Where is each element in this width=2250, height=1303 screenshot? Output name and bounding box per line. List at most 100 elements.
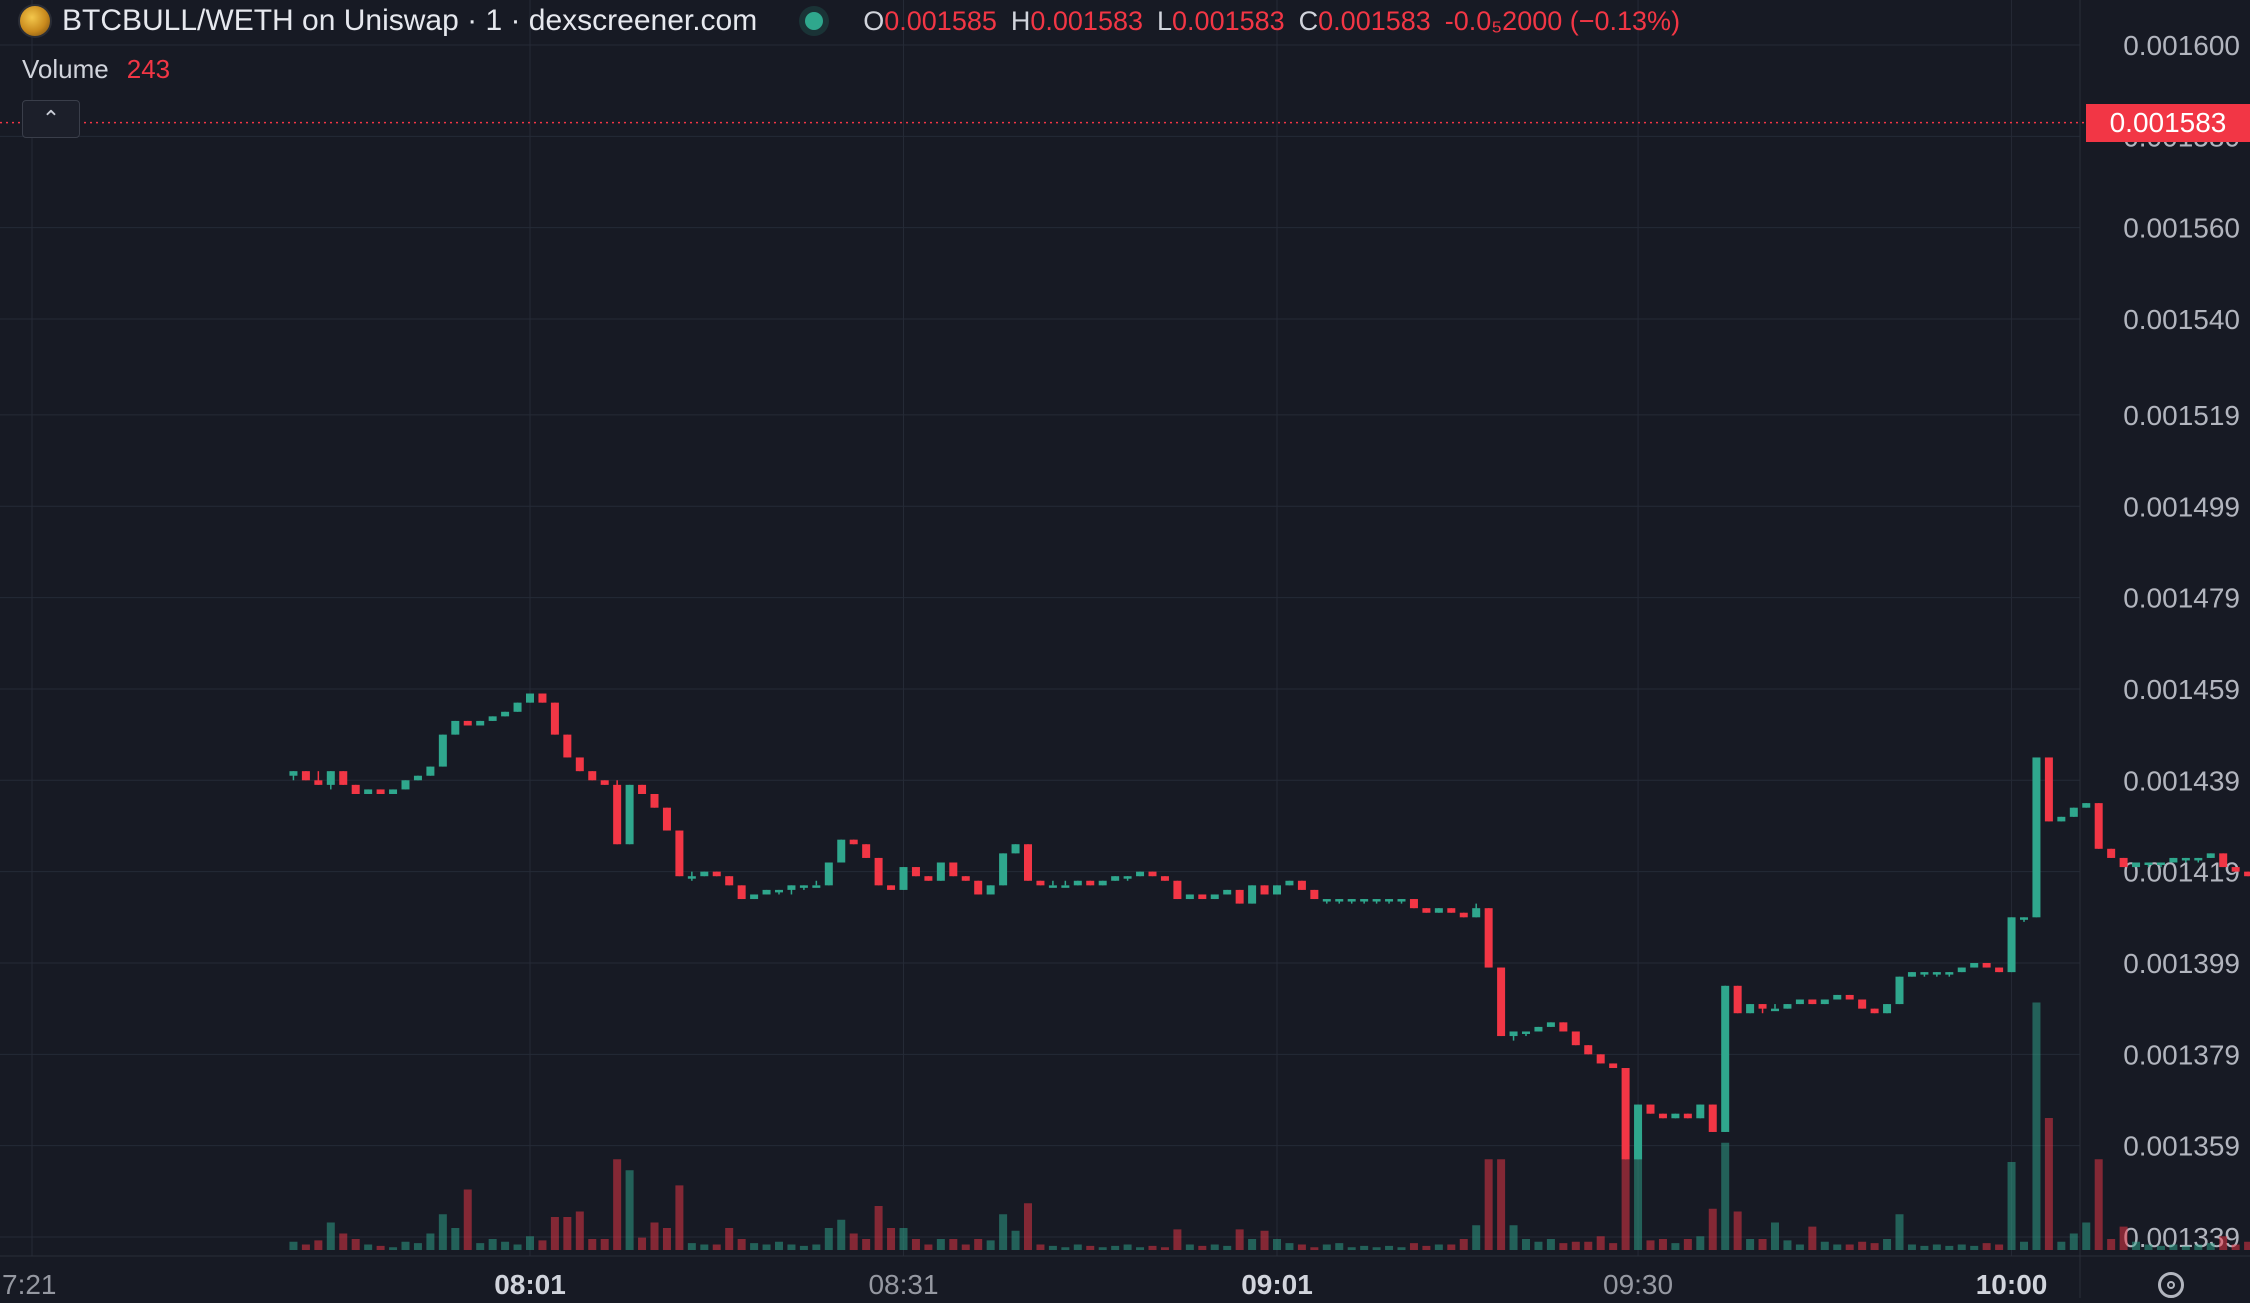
- ohlc-open-value: 0.001585: [884, 5, 997, 36]
- volume-bar: [625, 1170, 634, 1250]
- volume-bar: [1036, 1244, 1045, 1250]
- candle-body: [862, 844, 871, 858]
- candle-body: [1658, 1113, 1667, 1119]
- candle-body: [1136, 871, 1145, 877]
- candle-body: [1073, 880, 1082, 886]
- live-dot-icon: [805, 12, 824, 30]
- volume-bar: [1920, 1245, 1929, 1250]
- candle-body: [2181, 857, 2190, 861]
- candle-body: [737, 885, 746, 900]
- volume-bar: [1098, 1247, 1107, 1250]
- candle-body: [1048, 885, 1057, 888]
- volume-bar: [1733, 1211, 1742, 1250]
- volume-bar: [501, 1241, 510, 1250]
- candle-body: [2132, 862, 2141, 868]
- volume-bar: [1758, 1239, 1767, 1250]
- candle-body: [2107, 848, 2116, 858]
- volume-bar: [1148, 1245, 1157, 1250]
- candle-body: [1185, 894, 1194, 900]
- volume-bar: [2169, 1244, 2178, 1250]
- volume-bar: [1160, 1247, 1169, 1250]
- gear-icon[interactable]: [2158, 1272, 2184, 1298]
- volume-bar: [837, 1219, 846, 1250]
- volume-bar: [2206, 1243, 2215, 1250]
- volume-bar: [1771, 1222, 1779, 1250]
- volume-bar: [911, 1239, 920, 1250]
- ohlc-values: O0.001585 H0.001583 L0.001583 C0.001583 …: [863, 6, 1680, 37]
- candle-body: [1497, 967, 1506, 1037]
- candle-body: [1945, 972, 1954, 975]
- candle-body: [1957, 967, 1966, 973]
- volume-bar: [550, 1217, 559, 1250]
- x-tick-label: 08:01: [494, 1269, 566, 1298]
- volume-bar: [1198, 1245, 1207, 1250]
- candle-body: [650, 793, 659, 808]
- candle-body: [1907, 972, 1916, 977]
- candle-body: [413, 775, 422, 781]
- volume-bar: [1621, 1159, 1630, 1250]
- candle-body: [1235, 889, 1244, 904]
- candle-body: [2194, 857, 2203, 861]
- collapse-legend-button[interactable]: ⌃: [22, 100, 80, 138]
- volume-bar: [2094, 1159, 2103, 1250]
- candle-body: [1559, 1022, 1568, 1032]
- chart-legend: BTCBULL/WETH on Uniswap · 1 · dexscreene…: [18, 4, 1680, 38]
- candle-body: [687, 876, 696, 879]
- volume-bar: [1833, 1244, 1842, 1250]
- volume-bar: [463, 1189, 472, 1250]
- candle-body: [1683, 1113, 1692, 1119]
- candle-body: [1173, 880, 1182, 900]
- candle-body: [1484, 908, 1493, 968]
- candle-body: [613, 784, 622, 845]
- volume-bar: [1696, 1236, 1705, 1250]
- candle-body: [501, 711, 510, 717]
- volume-bar: [488, 1239, 497, 1250]
- candle-body: [2119, 857, 2128, 868]
- candle-body: [1322, 899, 1331, 902]
- volume-bar: [1273, 1239, 1281, 1250]
- volume-bar: [1683, 1239, 1692, 1250]
- candle-body: [1845, 994, 1854, 1000]
- volume-bar: [1347, 1247, 1356, 1250]
- candle-body: [1820, 999, 1829, 1005]
- volume-bar: [1335, 1243, 1344, 1250]
- candle-body: [2020, 917, 2028, 920]
- volume-bar: [725, 1228, 734, 1250]
- y-tick-label: 0.001560: [2123, 213, 2240, 244]
- candle-body: [1522, 1031, 1530, 1034]
- volume-bar: [476, 1243, 485, 1250]
- candle-body: [1347, 899, 1356, 902]
- ohlc-high-key: H: [1010, 5, 1031, 36]
- candle-body: [999, 853, 1008, 886]
- volume-bar: [662, 1228, 671, 1250]
- candle-body: [1932, 972, 1941, 975]
- candle-body: [401, 780, 410, 790]
- candle-body: [513, 702, 522, 712]
- x-tick-label: 10:00: [1976, 1269, 2048, 1298]
- volume-bar: [737, 1239, 746, 1250]
- volume-bar: [1409, 1243, 1418, 1250]
- x-tick-label: 09:30: [1603, 1269, 1673, 1298]
- volume-bar: [563, 1217, 572, 1250]
- candle-body: [1297, 880, 1306, 890]
- candle-body: [1609, 1063, 1618, 1069]
- volume-bar: [899, 1228, 908, 1250]
- volume-bar: [1434, 1244, 1443, 1250]
- volume-bar: [1858, 1241, 1867, 1250]
- volume-bar: [974, 1239, 983, 1250]
- last-price-tag: 0.001583: [2086, 104, 2250, 142]
- volume-bar: [1136, 1247, 1145, 1250]
- volume-bar: [687, 1243, 696, 1250]
- volume-bar: [1571, 1241, 1580, 1250]
- y-tick-label: 0.001479: [2123, 583, 2240, 614]
- volume-bar: [1982, 1243, 1991, 1250]
- x-tick-label: 09:01: [1241, 1269, 1313, 1298]
- volume-bar: [1322, 1244, 1331, 1250]
- candle-body: [1584, 1045, 1593, 1055]
- volume-bar: [986, 1240, 995, 1250]
- volume-bar: [2194, 1244, 2203, 1250]
- volume-bar: [1584, 1241, 1593, 1250]
- candle-body: [824, 862, 833, 886]
